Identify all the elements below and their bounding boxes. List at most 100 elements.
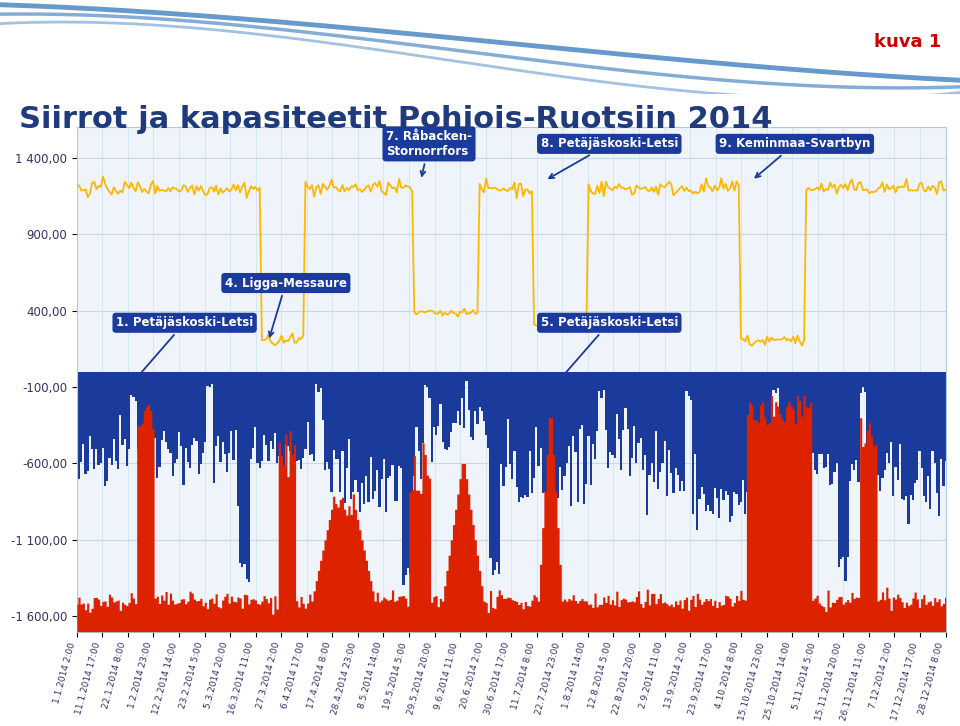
- Bar: [280, 372, 282, 457]
- Bar: [392, 372, 394, 465]
- Bar: [812, 372, 814, 453]
- Bar: [224, 372, 226, 454]
- Bar: [701, 372, 703, 486]
- Bar: [302, 372, 304, 458]
- Bar: [239, 372, 241, 563]
- Bar: [337, 372, 339, 460]
- Bar: [600, 372, 603, 398]
- Bar: [91, 372, 93, 449]
- Bar: [618, 372, 620, 439]
- Bar: [368, 372, 370, 502]
- Bar: [361, 372, 363, 483]
- Bar: [104, 372, 107, 486]
- Bar: [636, 372, 637, 463]
- Bar: [184, 372, 187, 448]
- Bar: [267, 372, 270, 461]
- Bar: [696, 372, 699, 530]
- Bar: [803, 372, 805, 446]
- Bar: [311, 372, 313, 454]
- Bar: [555, 372, 557, 501]
- Bar: [433, 372, 435, 427]
- Bar: [248, 372, 250, 582]
- Bar: [333, 372, 335, 450]
- Bar: [766, 372, 768, 495]
- Bar: [330, 372, 333, 492]
- Bar: [246, 372, 248, 579]
- Bar: [488, 372, 490, 448]
- Bar: [370, 372, 372, 457]
- Bar: [348, 372, 350, 439]
- Bar: [374, 372, 376, 491]
- Bar: [461, 372, 464, 398]
- Bar: [298, 372, 300, 460]
- Bar: [651, 372, 653, 462]
- Bar: [581, 372, 583, 425]
- Bar: [742, 372, 744, 480]
- Bar: [720, 372, 723, 489]
- Bar: [809, 372, 812, 467]
- Bar: [583, 372, 586, 504]
- Bar: [165, 372, 167, 442]
- Bar: [139, 372, 141, 444]
- Bar: [400, 372, 402, 468]
- Bar: [244, 372, 246, 564]
- Bar: [842, 372, 845, 557]
- Bar: [603, 372, 605, 390]
- Bar: [180, 372, 182, 446]
- Bar: [838, 372, 840, 567]
- Bar: [178, 372, 180, 432]
- Bar: [746, 372, 749, 492]
- Bar: [740, 372, 742, 502]
- Bar: [735, 372, 737, 494]
- Bar: [276, 372, 278, 463]
- Bar: [705, 372, 708, 511]
- Bar: [605, 372, 607, 431]
- Bar: [732, 372, 733, 516]
- Bar: [409, 372, 411, 574]
- Bar: [546, 372, 548, 505]
- Bar: [544, 372, 546, 492]
- Bar: [254, 372, 256, 427]
- Bar: [196, 372, 198, 441]
- Bar: [773, 372, 775, 390]
- Bar: [485, 372, 488, 436]
- Bar: [492, 372, 493, 575]
- Bar: [160, 372, 163, 440]
- Bar: [402, 372, 404, 585]
- Bar: [324, 372, 326, 470]
- Bar: [265, 372, 267, 446]
- Bar: [627, 372, 629, 428]
- Bar: [931, 372, 934, 452]
- Bar: [416, 372, 418, 427]
- Bar: [522, 372, 524, 497]
- Bar: [394, 372, 396, 501]
- Bar: [945, 372, 947, 460]
- Bar: [775, 372, 777, 393]
- Bar: [788, 372, 790, 459]
- Bar: [794, 372, 797, 469]
- Bar: [148, 372, 150, 582]
- Bar: [929, 372, 931, 510]
- Text: 4. Ligga-Messaure: 4. Ligga-Messaure: [225, 277, 347, 337]
- Bar: [921, 372, 923, 468]
- Bar: [533, 372, 535, 478]
- Bar: [655, 372, 657, 431]
- Bar: [215, 372, 217, 446]
- Bar: [924, 372, 927, 502]
- Bar: [220, 372, 222, 462]
- Bar: [474, 372, 476, 412]
- Bar: [879, 372, 881, 492]
- Bar: [282, 372, 285, 478]
- Bar: [708, 372, 709, 505]
- Bar: [851, 372, 853, 465]
- Bar: [172, 372, 174, 476]
- Bar: [934, 372, 936, 463]
- Bar: [372, 372, 374, 499]
- Bar: [557, 372, 559, 498]
- Bar: [562, 372, 564, 490]
- Bar: [711, 372, 713, 514]
- Bar: [322, 372, 324, 420]
- Bar: [675, 372, 677, 468]
- Bar: [709, 372, 711, 511]
- Bar: [315, 372, 318, 384]
